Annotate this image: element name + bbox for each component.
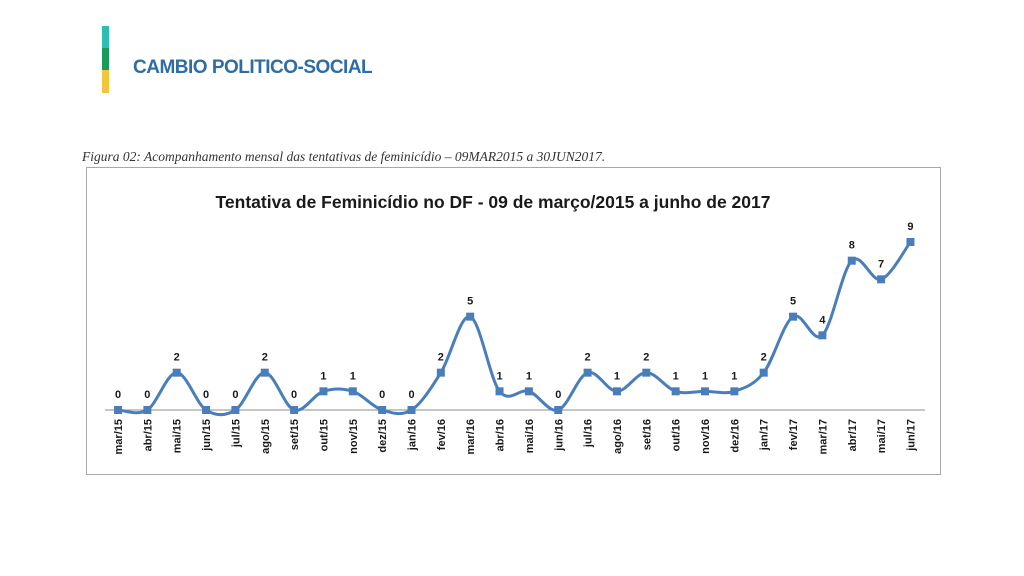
data-label: 2 — [174, 352, 180, 364]
x-tick-label: mar/17 — [817, 419, 829, 454]
data-point-marker — [319, 387, 328, 396]
data-label: 0 — [232, 389, 238, 401]
data-point-marker — [378, 406, 387, 414]
data-label: 2 — [585, 352, 591, 364]
series-line — [117, 241, 912, 417]
data-label: 8 — [849, 240, 855, 252]
data-point-marker — [759, 368, 768, 377]
tick-label-group: mar/15 abr/15 mai/15 jun/15 jul/15 ago/15 set/… — [113, 419, 917, 454]
x-tick-label: jan/17 — [759, 419, 771, 451]
x-tick-label: mar/15 — [113, 419, 125, 454]
data-point-marker — [260, 368, 269, 377]
accent-segment-green — [102, 48, 109, 70]
data-point-marker — [642, 368, 651, 377]
data-label: 1 — [320, 370, 326, 382]
data-label: 9 — [907, 221, 913, 233]
x-tick-label: mai/15 — [172, 419, 184, 453]
data-label: 0 — [203, 389, 209, 401]
x-tick-label: jul/15 — [230, 419, 242, 448]
chart-svg: Tentativa de Feminicídio no DF - 09 de m… — [105, 192, 925, 454]
data-point-marker — [114, 406, 122, 414]
x-tick-label: set/16 — [641, 419, 653, 450]
x-tick-label: mai/17 — [876, 419, 888, 453]
chart-title: Tentativa de Feminicídio no DF - 09 de m… — [216, 192, 771, 212]
data-point-marker — [524, 387, 533, 396]
header-title: CAMBIO POLITICO-SOCIAL — [133, 57, 373, 78]
data-point-marker — [877, 275, 886, 284]
series-group — [117, 241, 912, 417]
data-point-marker — [231, 406, 240, 414]
x-tick-label: abr/16 — [495, 419, 507, 451]
data-point-marker — [290, 406, 299, 414]
data-label: 0 — [115, 389, 121, 401]
data-label: 4 — [819, 314, 826, 326]
x-tick-label: dez/16 — [729, 419, 741, 453]
data-label: 1 — [496, 370, 502, 382]
data-point-marker — [495, 387, 504, 396]
x-tick-label: ago/16 — [612, 419, 624, 454]
x-tick-label: abr/15 — [142, 419, 154, 451]
x-tick-label: mai/16 — [524, 419, 536, 453]
data-point-marker — [789, 312, 798, 321]
data-label: 2 — [761, 352, 767, 364]
x-tick-label: jun/15 — [201, 419, 213, 452]
data-point-marker — [818, 331, 827, 340]
data-label: 5 — [467, 296, 473, 308]
x-tick-label: fev/16 — [436, 419, 448, 450]
data-label: 2 — [438, 352, 444, 364]
x-tick-label: nov/16 — [700, 419, 712, 454]
data-label: 1 — [731, 370, 737, 382]
data-point-marker — [436, 368, 445, 377]
data-point-marker — [554, 406, 563, 414]
data-label: 1 — [526, 370, 532, 382]
data-point-marker — [612, 387, 621, 396]
data-label: 5 — [790, 296, 796, 308]
data-point-marker — [583, 368, 592, 377]
accent-bar — [102, 26, 109, 93]
figure-caption: Figura 02: Acompanhamento mensal das ten… — [82, 149, 606, 164]
data-label: 1 — [673, 370, 679, 382]
data-label: 2 — [643, 352, 649, 364]
data-point-marker — [906, 238, 915, 246]
x-tick-label: fev/17 — [788, 419, 800, 450]
data-point-marker — [407, 406, 416, 414]
data-point-marker — [847, 256, 856, 265]
data-point-marker — [701, 387, 709, 396]
data-label: 7 — [878, 258, 884, 270]
data-label: 1 — [702, 370, 708, 382]
data-label: 0 — [291, 389, 297, 401]
x-tick-label: mar/16 — [465, 419, 477, 454]
accent-segment-teal — [102, 26, 109, 48]
x-tick-label: jun/16 — [553, 419, 565, 452]
x-tick-label: ago/15 — [260, 419, 272, 454]
data-point-marker — [466, 312, 475, 321]
data-label-group: 0 0 2 0 0 2 0 1 1 0 0 2 5 1 1 0 2 1 2 1 1 1 2 5 4 8 7 9 — [115, 221, 914, 401]
x-tick-label: set/15 — [289, 419, 301, 450]
x-tick-label: jun/17 — [905, 419, 917, 452]
x-tick-label: abr/17 — [847, 419, 859, 451]
x-tick-label: jan/16 — [407, 419, 419, 451]
data-label: 1 — [350, 370, 356, 382]
data-point-marker — [172, 368, 181, 377]
x-tick-label: jul/16 — [583, 419, 595, 448]
data-label: 0 — [379, 389, 385, 401]
data-label: 0 — [144, 389, 150, 401]
x-tick-label: dez/15 — [377, 419, 389, 453]
data-label: 1 — [614, 370, 620, 382]
accent-segment-yellow — [102, 70, 109, 93]
x-tick-label: out/16 — [671, 419, 683, 451]
x-tick-label: out/15 — [318, 419, 330, 451]
chart-frame: Tentativa de Feminicídio no DF - 09 de m… — [86, 167, 941, 475]
data-point-marker — [671, 387, 680, 396]
marker-group — [114, 238, 915, 414]
data-point-marker — [143, 406, 152, 414]
data-label: 0 — [555, 389, 561, 401]
data-point-marker — [202, 406, 211, 414]
data-point-marker — [348, 387, 357, 396]
data-label: 2 — [262, 352, 268, 364]
data-label: 0 — [408, 389, 414, 401]
data-point-marker — [730, 387, 739, 396]
x-tick-label: nov/15 — [348, 419, 360, 454]
